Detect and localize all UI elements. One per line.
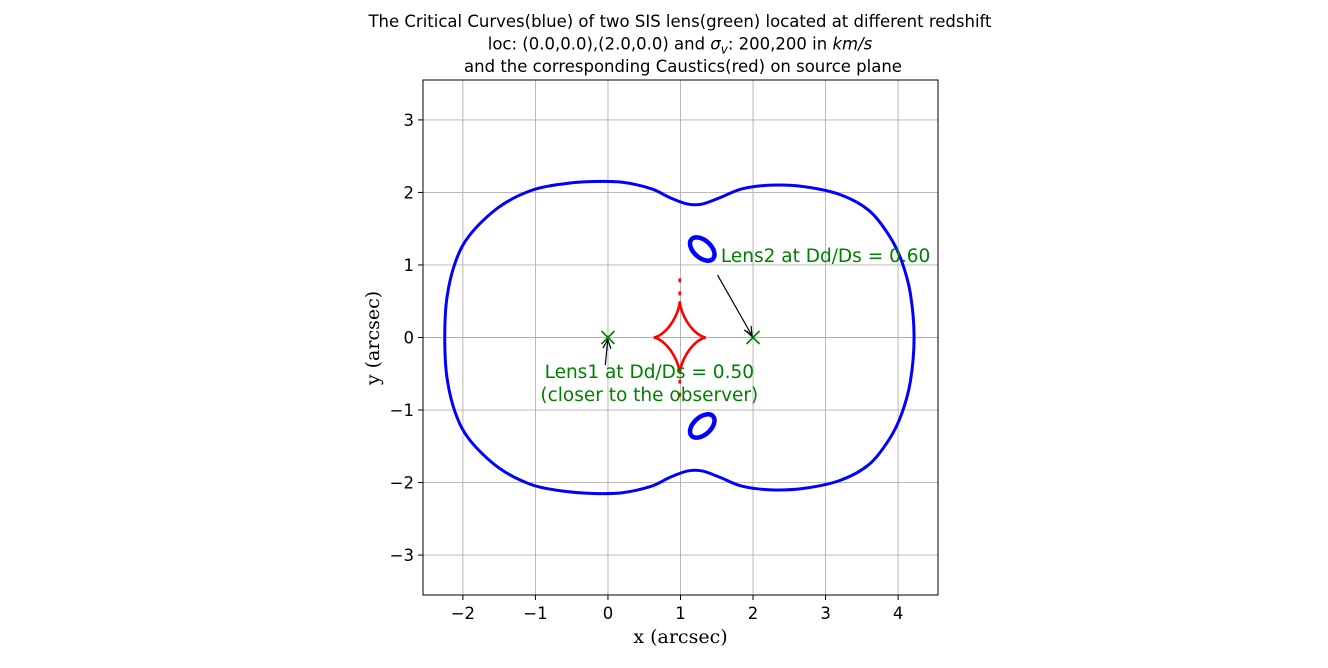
lens-annotation-line-2: (closer to the observer)	[540, 385, 758, 406]
x-tick-label: 4	[893, 604, 904, 623]
lens-marker-stroke	[745, 330, 761, 345]
x-tick-label: 0	[603, 604, 614, 623]
caustic-curve	[653, 301, 706, 374]
y-tick-label: 0	[404, 329, 415, 348]
lens-annotation: Lens2 at Dd/Ds = 0.60	[721, 246, 930, 267]
lens-marker-stroke	[600, 330, 616, 345]
x-axis-label: x (arcsec)	[633, 626, 727, 648]
x-tick-label: −2	[451, 604, 475, 623]
annotation-arrowhead	[602, 338, 612, 350]
y-tick-label: 2	[404, 183, 415, 202]
x-tick-label: 3	[820, 604, 831, 623]
title-line-2: loc: (0.0,0.0),(2.0,0.0) and σv: 200,200…	[488, 35, 873, 57]
annotation-arrow	[717, 274, 753, 337]
title-sigma-symbol: σ	[710, 35, 721, 54]
grid	[423, 80, 938, 595]
inner-critical-curve	[687, 235, 717, 263]
x-tick-label: 2	[748, 604, 759, 623]
y-tick-label: −2	[390, 474, 414, 493]
title-line-1: The Critical Curves(blue) of two SIS len…	[367, 12, 992, 31]
title-unit: km/s	[832, 35, 872, 54]
title-line-3: and the corresponding Caustics(red) on s…	[464, 57, 902, 76]
outer-critical-curve	[443, 179, 916, 496]
title-line-2-middle: : 200,200 in	[728, 35, 833, 54]
y-tick-label: 1	[404, 256, 415, 275]
title-sigma-subscript: v	[721, 43, 729, 57]
axis-ticks: −2 −1 0 1 2 3 4 −3 −2 −1 0 1 2 3	[390, 111, 904, 623]
chart-title: The Critical Curves(blue) of two SIS len…	[367, 12, 992, 76]
annotation-arrow	[604, 339, 609, 366]
title-line-2-prefix: loc: (0.0,0.0),(2.0,0.0) and	[488, 35, 711, 54]
y-tick-label: −3	[390, 546, 414, 565]
y-tick-label: 3	[404, 111, 415, 130]
inner-critical-curve	[687, 412, 717, 440]
lens-annotation: Lens1 at Dd/Ds = 0.50	[545, 362, 754, 383]
plot-content: Lens1 at Dd/Ds = 0.50 (closer to the obs…	[443, 179, 930, 496]
annotation-arrowhead	[743, 325, 753, 338]
lens-marker	[600, 330, 616, 345]
y-tick-label: −1	[390, 401, 414, 420]
x-tick-label: 1	[675, 604, 686, 623]
x-tick-label: −1	[523, 604, 547, 623]
y-axis-label: y (arcsec)	[362, 291, 384, 386]
